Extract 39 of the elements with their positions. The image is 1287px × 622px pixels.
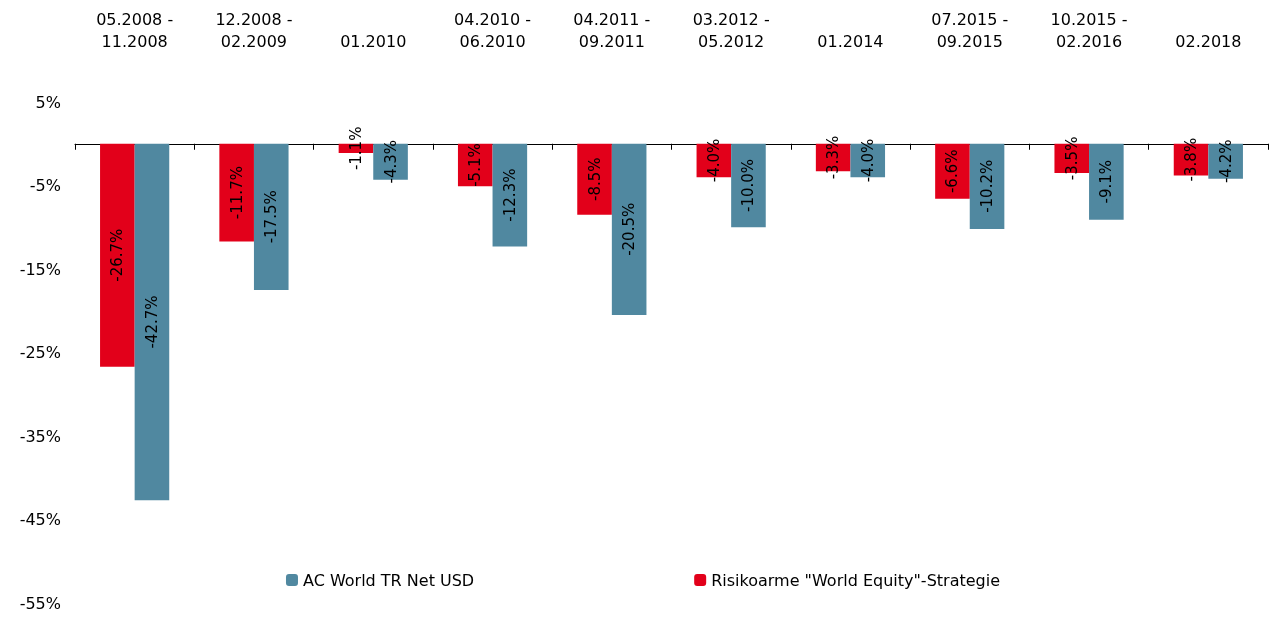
data-label: -3.5% bbox=[1062, 136, 1081, 181]
data-label: -12.3% bbox=[500, 168, 519, 222]
data-label: -3.3% bbox=[824, 135, 843, 180]
y-tick-label: -25% bbox=[19, 343, 61, 362]
data-label: -6.6% bbox=[943, 149, 962, 194]
data-label: -10.0% bbox=[739, 158, 758, 213]
x-tick-label: 07.2015 - 09.2015 bbox=[931, 9, 1009, 51]
data-label: -10.2% bbox=[978, 159, 997, 213]
y-tick-label: -5% bbox=[29, 176, 61, 195]
x-tick-label: 01.2010 bbox=[340, 31, 407, 51]
y-tick-label: -35% bbox=[19, 426, 61, 446]
x-tick-label: 02.2018 bbox=[1175, 31, 1242, 51]
data-label: -17.5% bbox=[262, 190, 281, 244]
legend-label: AC World TR Net USD bbox=[302, 570, 475, 590]
data-label: -4.0% bbox=[858, 138, 877, 183]
data-label: -42.7% bbox=[142, 295, 161, 349]
data-label: -5.1% bbox=[466, 143, 485, 187]
y-tick-label: 5% bbox=[35, 92, 61, 112]
y-tick-label: -45% bbox=[19, 510, 61, 529]
x-tick-label: 12.2008 - 02.2009 bbox=[215, 9, 293, 51]
data-label: -4.2% bbox=[1216, 139, 1235, 184]
x-tick-label: 01.2014 bbox=[817, 31, 884, 51]
data-label: -11.7% bbox=[227, 166, 246, 220]
data-label: -9.1% bbox=[1097, 159, 1116, 204]
data-label: -26.7% bbox=[108, 228, 127, 282]
data-label: -4.3% bbox=[381, 139, 400, 184]
y-tick-label: -15% bbox=[19, 259, 61, 279]
data-label: -20.5% bbox=[620, 202, 639, 256]
x-tick-label: 04.2011 - 09.2011 bbox=[573, 9, 651, 51]
data-label: -1.1% bbox=[346, 126, 365, 171]
y-tick-label: -55% bbox=[19, 593, 61, 613]
data-label: -8.5% bbox=[585, 157, 604, 201]
x-tick-label: 05.2008 - 11.2008 bbox=[96, 9, 174, 51]
legend-label: Risikoarme "World Equity"-Strategie bbox=[711, 570, 1001, 590]
data-label: -4.0% bbox=[704, 138, 723, 183]
x-tick-label: 10.2015 - 02.2016 bbox=[1050, 9, 1128, 51]
x-tick-label: 04.2010 - 06.2010 bbox=[454, 9, 532, 51]
x-tick-label: 03.2012 - 05.2012 bbox=[692, 9, 770, 51]
data-label: -3.8% bbox=[1182, 137, 1201, 182]
